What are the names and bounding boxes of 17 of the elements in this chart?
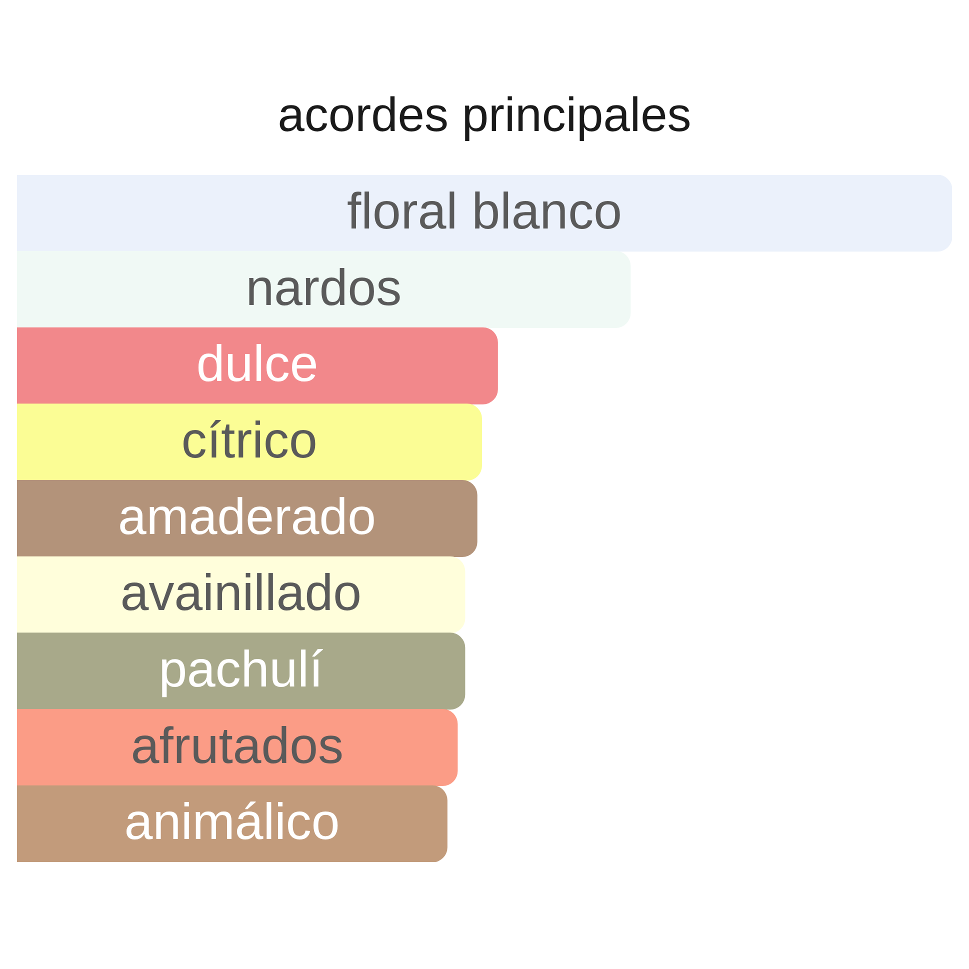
y-tick-label: amaderado <box>118 488 376 545</box>
y-tick-label: dulce <box>196 335 318 392</box>
y-tick-label: animálico <box>124 793 340 850</box>
y-tick-label: pachulí <box>158 640 324 698</box>
bar <box>17 327 498 404</box>
y-tick-label: cítrico <box>181 411 318 468</box>
bar <box>17 556 466 634</box>
y-tick-label: afrutados <box>130 716 344 774</box>
bar <box>17 709 458 786</box>
bar <box>17 785 448 862</box>
y-tick-label: floral blanco <box>347 182 622 240</box>
y-tick-label: avainillado <box>120 564 362 622</box>
bar <box>17 480 478 557</box>
bar <box>17 404 482 481</box>
bar <box>17 632 466 710</box>
chart-title: acordes principales <box>278 89 692 142</box>
y-tick-label: nardos <box>246 258 402 316</box>
